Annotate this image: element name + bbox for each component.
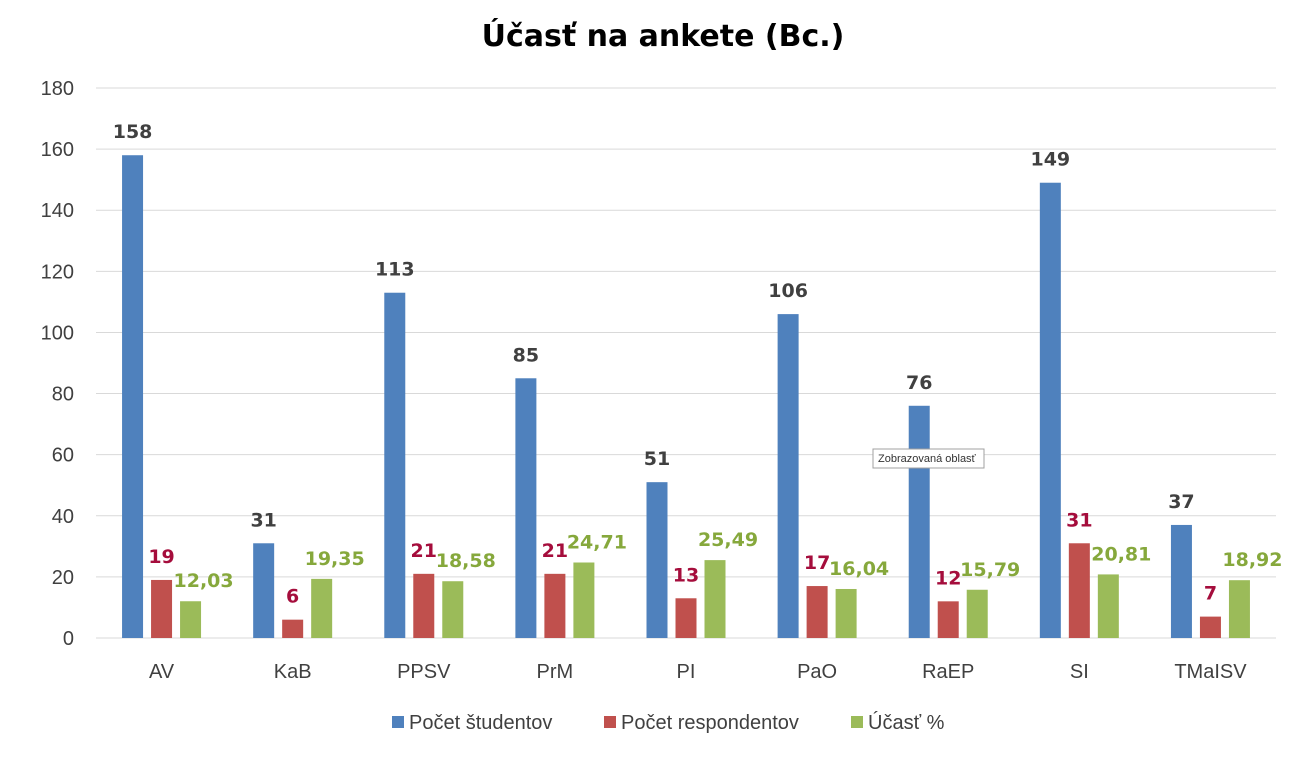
data-label: 85 xyxy=(513,344,539,366)
y-tick-label: 120 xyxy=(41,261,74,283)
tooltip-box xyxy=(872,448,985,469)
x-category-label: TMaISV xyxy=(1174,661,1247,683)
y-tick-label: 140 xyxy=(41,200,74,222)
data-label: 106 xyxy=(768,280,808,302)
bar xyxy=(384,292,406,638)
data-label: 37 xyxy=(1168,491,1194,513)
tooltip-text: Zobrazovaná oblasť xyxy=(878,453,977,465)
bar xyxy=(413,573,435,638)
data-label: 31 xyxy=(1066,509,1092,531)
tooltip: Zobrazovaná oblasť xyxy=(872,448,985,469)
data-label: 17 xyxy=(804,552,830,574)
chart-title: Účasť na ankete (Bc.) xyxy=(482,17,845,54)
bar xyxy=(835,588,857,638)
x-category-label: KaB xyxy=(274,661,312,683)
bar xyxy=(777,314,799,638)
y-tick-label: 20 xyxy=(52,567,74,589)
legend-swatch xyxy=(604,716,616,728)
legend-swatch xyxy=(851,716,863,728)
data-label: 20,81 xyxy=(1091,543,1151,565)
bar xyxy=(151,579,173,638)
data-label: 6 xyxy=(286,586,299,608)
data-label: 16,04 xyxy=(829,558,889,580)
legend-label: Počet študentov xyxy=(409,712,552,734)
y-tick-label: 40 xyxy=(52,506,74,528)
bar xyxy=(122,155,144,638)
bar xyxy=(515,378,537,638)
bar xyxy=(806,586,828,638)
x-category-label: AV xyxy=(149,661,175,683)
bar xyxy=(908,405,930,638)
bar xyxy=(646,482,668,638)
x-category-label: PaO xyxy=(797,661,837,683)
data-label: 7 xyxy=(1204,583,1217,605)
y-tick-label: 80 xyxy=(52,384,74,406)
bar xyxy=(1199,616,1221,638)
data-label: 158 xyxy=(113,121,153,143)
x-category-label: SI xyxy=(1070,661,1089,683)
x-category-label: RaEP xyxy=(922,661,974,683)
bar xyxy=(573,562,595,638)
gridlines xyxy=(96,87,1276,639)
bar xyxy=(442,581,464,638)
bar xyxy=(1228,580,1250,638)
bar xyxy=(704,560,726,638)
bar xyxy=(311,578,333,638)
data-label: 18,92 xyxy=(1222,549,1282,571)
bar xyxy=(282,619,304,638)
data-label: 21 xyxy=(411,540,437,562)
bar xyxy=(675,598,697,638)
data-label: 25,49 xyxy=(698,529,758,551)
bar xyxy=(1097,574,1119,638)
x-category-label: PI xyxy=(677,661,696,683)
bar xyxy=(544,573,566,638)
bar xyxy=(180,601,202,638)
bar xyxy=(966,589,988,638)
data-label: 113 xyxy=(375,259,415,281)
data-label: 21 xyxy=(542,540,568,562)
legend: Počet študentov Počet respondentov Účasť % xyxy=(392,711,945,734)
data-label: 24,71 xyxy=(567,531,627,553)
y-tick-label: 0 xyxy=(63,628,74,650)
bar xyxy=(253,543,275,638)
bar xyxy=(937,601,959,638)
x-axis-categories: AV KaB PPSV PrM PI PaO RaEP SI TMaISV xyxy=(149,661,1247,683)
legend-swatch xyxy=(392,716,404,728)
data-labels: 1581912,0331619,351132118,58852124,71511… xyxy=(113,121,1283,607)
y-tick-label: 180 xyxy=(41,78,74,100)
y-tick-label: 100 xyxy=(41,322,74,344)
x-category-label: PrM xyxy=(537,661,574,683)
bar xyxy=(1170,524,1192,638)
data-label: 51 xyxy=(644,448,670,470)
y-tick-label: 60 xyxy=(52,445,74,467)
data-label: 18,58 xyxy=(436,550,496,572)
data-label: 31 xyxy=(250,509,276,531)
y-tick-label: 160 xyxy=(41,139,74,161)
data-label: 12,03 xyxy=(174,570,234,592)
data-label: 13 xyxy=(673,564,699,586)
y-axis-ticks: 0 20 40 60 80 100 120 140 160 180 xyxy=(41,78,74,650)
data-label: 149 xyxy=(1030,149,1070,171)
data-label: 76 xyxy=(906,372,932,394)
data-label: 19,35 xyxy=(305,548,365,570)
data-label: 12 xyxy=(935,567,961,589)
data-label: 19 xyxy=(148,546,174,568)
legend-label: Počet respondentov xyxy=(621,712,799,734)
legend-label: Účasť % xyxy=(868,711,945,734)
bar xyxy=(1039,182,1061,638)
data-label: 15,79 xyxy=(960,559,1020,581)
x-category-label: PPSV xyxy=(397,661,451,683)
bar xyxy=(1068,543,1090,638)
